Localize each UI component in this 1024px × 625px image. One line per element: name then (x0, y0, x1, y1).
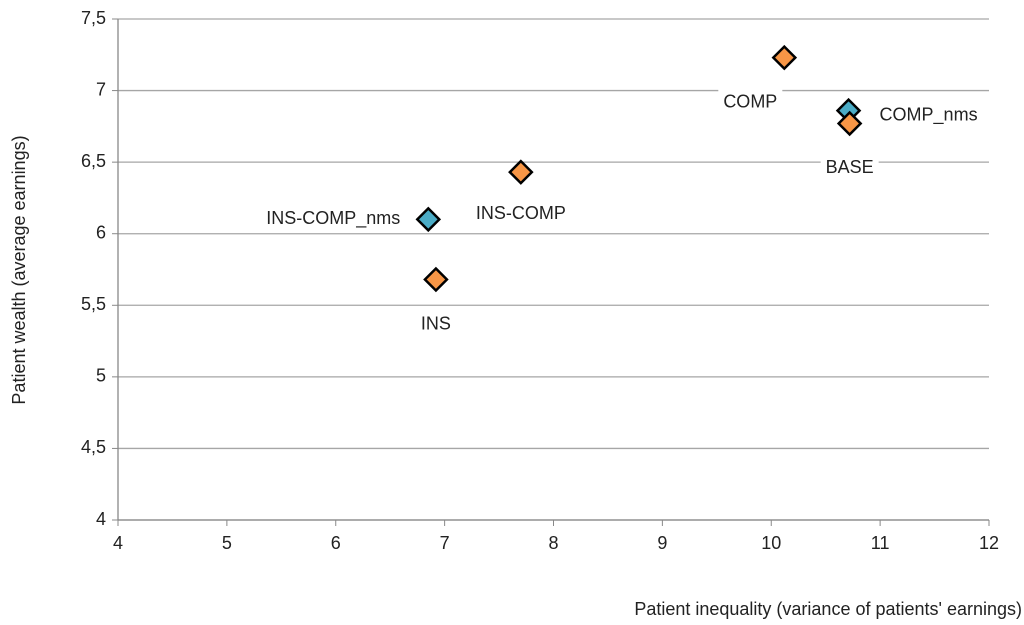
label-background (470, 199, 571, 226)
x-tick-label: 7 (440, 533, 450, 553)
y-tick-label: 4 (96, 509, 106, 529)
label-background (874, 101, 983, 129)
x-tick-label: 4 (113, 533, 123, 553)
y-tick-label: 5 (96, 366, 106, 386)
label-background (261, 205, 406, 233)
x-tick-label: 6 (331, 533, 341, 553)
point-label: COMP (723, 91, 777, 111)
point-label-group: COMP (718, 88, 783, 115)
point-label-group: INS-COMP_nms (261, 205, 406, 233)
x-tick-label: 8 (548, 533, 558, 553)
label-background (415, 310, 456, 337)
point-label-group: COMP_nms (874, 101, 983, 129)
point-label: INS-COMP (476, 203, 566, 223)
y-axis-title: Patient wealth (average earnings) (9, 135, 29, 404)
label-background (820, 154, 879, 181)
point-label: COMP_nms (880, 104, 978, 125)
grid (118, 18, 989, 521)
y-tick-label: 5,5 (81, 294, 106, 314)
x-axis-title: Patient inequality (variance of patients… (634, 599, 1022, 619)
x-tick-label: 12 (979, 533, 999, 553)
y-tick-label: 7 (96, 79, 106, 99)
marker (771, 44, 798, 71)
point-label-group: BASE (820, 154, 879, 181)
label-background (718, 88, 783, 115)
x-tick-label: 5 (222, 533, 232, 553)
marker (423, 266, 449, 293)
y-tick-label: 4,5 (81, 437, 106, 457)
x-tick-label: 10 (761, 533, 781, 553)
point-label: BASE (826, 157, 874, 177)
point-label: INS (421, 313, 451, 333)
x-tick-label: 9 (657, 533, 667, 553)
y-tick-label: 7,5 (81, 8, 106, 28)
y-tick-label: 6,5 (81, 151, 106, 171)
y-tick-label: 6 (96, 222, 106, 242)
x-tick-label: 11 (871, 533, 890, 553)
marker (415, 206, 442, 233)
marker (508, 159, 534, 185)
marker (836, 110, 863, 137)
point-label-group: INS (415, 310, 456, 337)
point-label: INS-COMP_nms (266, 208, 400, 229)
point-label-group: INS-COMP (470, 199, 571, 226)
